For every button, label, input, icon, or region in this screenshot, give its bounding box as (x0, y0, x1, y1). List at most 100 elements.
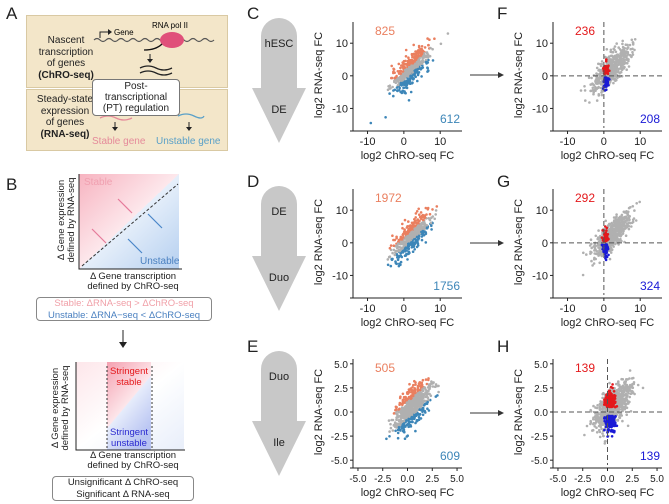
data-point (398, 262, 401, 266)
y-tick-label: 10 (336, 38, 348, 50)
axes (350, 189, 462, 299)
data-point (401, 222, 404, 226)
data-point (608, 389, 612, 392)
data-point (409, 74, 412, 78)
y-axis-label: log2 RNA-seq FC (513, 199, 525, 285)
data-point (393, 238, 397, 242)
data-point (398, 86, 401, 90)
data-point (609, 251, 613, 254)
x-tick-label: 0.0 (601, 474, 615, 485)
data-point (429, 221, 433, 225)
data-point (431, 59, 435, 62)
data-point (410, 241, 413, 244)
data-point (617, 67, 621, 71)
data-point (403, 68, 407, 72)
data-point (414, 219, 417, 222)
data-point (613, 396, 617, 399)
data-point (431, 385, 435, 388)
data-point (618, 71, 621, 75)
data-point (624, 43, 628, 46)
data-point (627, 385, 631, 389)
data-point (417, 71, 421, 74)
data-point (394, 405, 398, 409)
data-point (630, 377, 634, 380)
data-point (607, 231, 610, 234)
data-point (598, 240, 602, 243)
stage-to-label: Duo (268, 272, 290, 284)
data-point (610, 239, 614, 242)
down-count-label: 139 (640, 449, 660, 463)
data-point (434, 395, 438, 398)
data-point (626, 53, 630, 56)
data-point (604, 76, 608, 80)
data-point (390, 64, 393, 68)
data-point (433, 385, 437, 389)
data-point (611, 383, 614, 386)
data-point (603, 89, 607, 92)
data-points (386, 205, 439, 268)
data-point (598, 81, 602, 85)
data-point (398, 245, 401, 249)
data-point (616, 53, 619, 56)
data-point (421, 400, 425, 404)
data-point (608, 391, 611, 394)
data-point (617, 243, 620, 246)
data-point (610, 236, 614, 239)
data-point (600, 93, 604, 97)
data-point (618, 48, 622, 51)
data-point (594, 234, 598, 238)
data-point (611, 402, 614, 406)
data-point (626, 46, 629, 49)
data-point (611, 423, 614, 426)
data-point (601, 229, 604, 232)
data-point (389, 264, 393, 268)
data-point (606, 435, 609, 438)
data-point (598, 403, 602, 406)
data-point (415, 232, 418, 235)
data-point (627, 227, 631, 231)
data-point (425, 224, 429, 227)
data-point (581, 273, 585, 277)
data-point (625, 68, 628, 71)
data-point (622, 49, 626, 53)
scatter-plot-d: -10 0 10 -10 0 10 log2 ChRO-seq FC log2 RNA-seq… (313, 189, 462, 329)
data-point (600, 417, 604, 421)
data-point (400, 412, 404, 416)
data-point (623, 224, 626, 227)
data-point (625, 413, 628, 416)
data-point (407, 58, 411, 62)
data-point (613, 48, 616, 52)
data-point (614, 68, 618, 72)
data-point (433, 217, 436, 221)
data-point (614, 74, 617, 78)
data-point (605, 420, 609, 423)
data-point (415, 228, 419, 231)
data-point (427, 409, 431, 412)
data-point (622, 59, 625, 63)
data-point (605, 251, 608, 254)
data-point (397, 72, 401, 75)
stage-from-label: Duo (268, 371, 290, 383)
data-point (627, 221, 631, 224)
data-point (592, 262, 596, 265)
data-point (407, 56, 410, 59)
scatter-plot-g: -10 0 10 -10 0 10 log2 ChRO-seq FC log2 RNA-seq… (513, 189, 662, 329)
data-point (405, 419, 408, 422)
data-point (412, 383, 415, 387)
data-point (597, 93, 601, 96)
data-point (397, 408, 400, 411)
data-point (407, 399, 411, 403)
data-point (404, 416, 407, 419)
data-point (426, 66, 429, 69)
data-point (600, 91, 603, 94)
x-axis-label: log2 ChRO-seq FC (561, 150, 655, 162)
data-point (589, 422, 592, 426)
data-point (405, 74, 409, 77)
data-point (629, 206, 632, 209)
data-point (596, 244, 599, 247)
connector-arrow-icon (470, 72, 504, 78)
data-point (406, 63, 409, 67)
down-count-label: 208 (640, 112, 660, 126)
data-point (601, 392, 604, 396)
data-point (621, 384, 625, 387)
